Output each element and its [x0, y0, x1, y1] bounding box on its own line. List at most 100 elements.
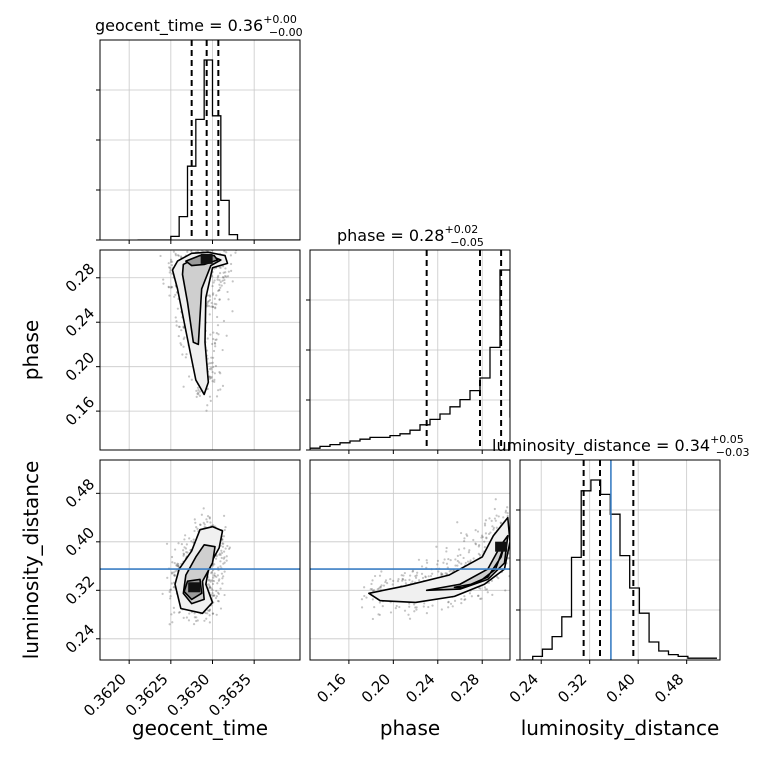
sample-point [178, 610, 181, 614]
ytick-label: 0.24 [62, 621, 98, 657]
sample-point [170, 260, 174, 263]
ytick-label: 0.48 [62, 475, 98, 511]
sample-point [225, 555, 228, 558]
sample-point [219, 266, 222, 269]
sample-point [225, 275, 228, 278]
sample-point [427, 575, 430, 578]
xlabel-luminosity-distance: luminosity_distance [521, 716, 720, 740]
sample-point [210, 572, 213, 575]
sample-point [186, 551, 189, 554]
sample-point [207, 578, 210, 581]
histogram-step [523, 479, 717, 660]
xtick-label: 0.3625 [122, 670, 172, 720]
sample-point [380, 584, 383, 587]
sample-point [218, 289, 221, 292]
sample-point [213, 563, 216, 566]
sample-point [221, 348, 224, 352]
sample-point [403, 571, 406, 575]
sample-point [213, 572, 216, 575]
sample-point [217, 566, 220, 569]
ylabel-luminosity-distance: luminosity_distance [19, 461, 43, 660]
sample-point [444, 572, 447, 575]
sample-point [217, 600, 220, 603]
sample-point [506, 512, 509, 515]
sample-point [224, 547, 227, 550]
sample-point [435, 545, 438, 548]
sample-point [363, 594, 366, 598]
sample-point [208, 294, 211, 297]
sample-point [192, 538, 195, 541]
sample-point [206, 304, 209, 307]
xtick-label: 0.48 [651, 670, 687, 706]
sample-point [474, 543, 478, 546]
sample-point [177, 611, 181, 614]
ytick-label: 0.20 [62, 348, 98, 384]
sample-point [220, 549, 223, 552]
sample-point [215, 294, 218, 297]
sample-point [408, 578, 411, 581]
sample-point [210, 587, 213, 590]
sample-point [218, 288, 221, 292]
sample-point [472, 538, 475, 542]
sample-point [467, 551, 471, 554]
sample-point [197, 388, 200, 392]
sample-point [485, 537, 488, 540]
sample-point [208, 237, 210, 239]
sample-point [208, 517, 211, 520]
sample-point [190, 244, 192, 246]
sample-point [218, 578, 221, 581]
sample-point [172, 606, 175, 609]
sample-point [196, 527, 199, 531]
title-luminosity-distance: luminosity_distance = 0.34+0.05 −0.03 [492, 433, 750, 459]
sample-point [170, 572, 174, 575]
sample-point [177, 562, 180, 566]
sample-point [210, 305, 213, 308]
sample-point [384, 580, 387, 584]
histogram-panel-luminosity-distance [520, 460, 720, 660]
sample-point [395, 604, 398, 608]
sample-point [161, 592, 164, 596]
sample-point [170, 285, 173, 288]
sample-point [510, 533, 512, 535]
sample-point [465, 533, 468, 536]
sample-point [414, 606, 417, 609]
sample-point [180, 543, 183, 546]
sample-point [177, 334, 180, 338]
sample-point [414, 575, 417, 578]
sample-point [512, 580, 514, 582]
sample-point [199, 523, 202, 526]
sample-point [213, 302, 216, 305]
sample-point [497, 577, 500, 580]
sample-point [210, 361, 213, 365]
title-geocent-time: geocent_time = 0.36+0.00 −0.00 [95, 13, 303, 39]
xtick-label: 0.40 [603, 670, 639, 706]
ytick-label: 0.28 [62, 260, 98, 296]
sample-point [187, 375, 191, 378]
sample-point [162, 278, 165, 281]
sample-point [210, 368, 213, 371]
sample-point [208, 614, 211, 617]
sample-point [418, 579, 421, 582]
sample-point [480, 597, 483, 600]
sample-point [494, 498, 497, 501]
sample-point [211, 579, 214, 582]
histogram-step [310, 269, 510, 450]
sample-point [363, 586, 366, 589]
sample-point [476, 530, 480, 533]
sample-point [169, 595, 172, 598]
sample-point [211, 361, 214, 364]
sample-point [440, 573, 443, 576]
sample-point [226, 290, 229, 294]
sample-point [427, 605, 430, 609]
density-core [188, 582, 201, 593]
sample-point [222, 542, 225, 545]
sample-point [220, 551, 224, 555]
sample-point [392, 579, 395, 582]
sample-point [436, 559, 440, 562]
sample-point [487, 581, 491, 584]
sample-point [216, 315, 219, 319]
sample-point [173, 573, 176, 577]
sample-point [222, 271, 225, 274]
xtick-label: 0.16 [313, 670, 349, 706]
sample-point [477, 552, 480, 555]
